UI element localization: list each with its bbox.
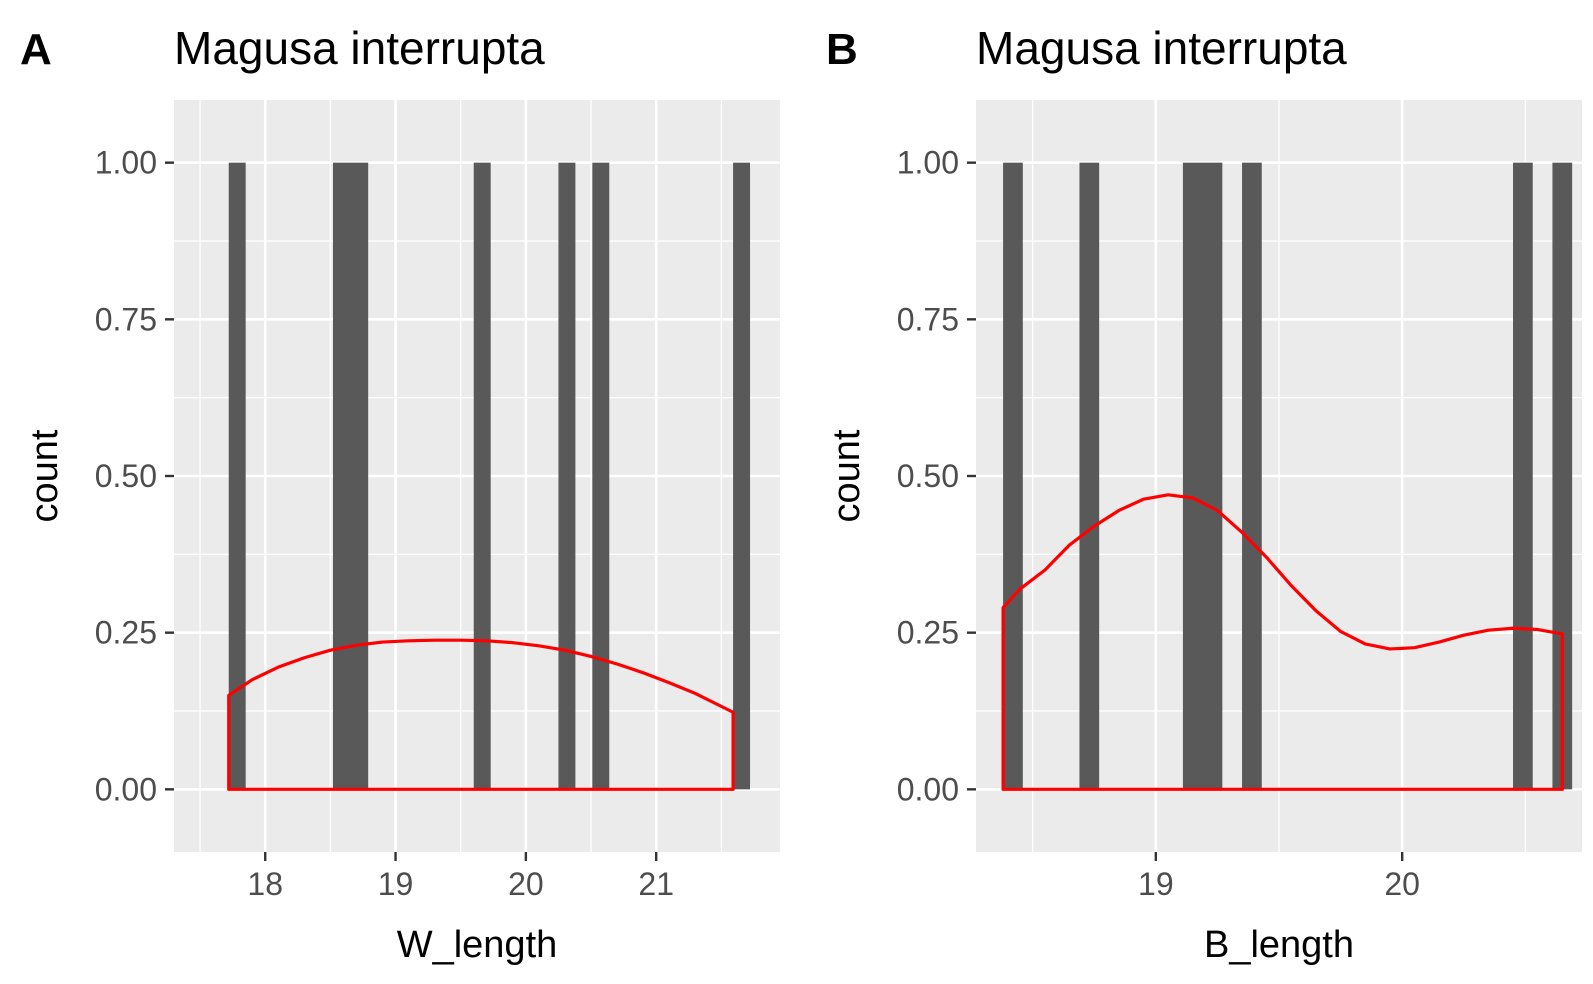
- y-axis-ticks: 0.00 0.25 0.50 0.75 1.00: [897, 145, 976, 807]
- panel-tag: A: [20, 25, 52, 74]
- y-tick-label: 0.75: [95, 301, 157, 337]
- x-axis-ticks: 19 20: [1138, 852, 1420, 902]
- panel-title: Magusa interrupta: [174, 22, 545, 74]
- y-tick-label: 0.25: [95, 615, 157, 651]
- histogram-bar: [1242, 162, 1262, 790]
- y-axis-title: count: [826, 429, 868, 522]
- panel-a: A Magusa interrupta 18 19 20 21 0.00 0.25 0.5…: [20, 22, 780, 966]
- density-lines: [1001, 493, 1564, 791]
- y-tick-label: 0.00: [897, 771, 959, 807]
- y-tick-label: 0.75: [897, 301, 959, 337]
- x-tick-label: 20: [1384, 866, 1420, 902]
- histogram-bar: [592, 162, 610, 790]
- y-tick-label: 0.50: [95, 458, 157, 494]
- y-axis-ticks: 0.00 0.25 0.50 0.75 1.00: [95, 145, 174, 807]
- x-axis-title: B_length: [1204, 924, 1354, 966]
- histogram-bar: [1182, 162, 1223, 790]
- x-tick-label: 19: [378, 866, 414, 902]
- histogram-bar: [473, 162, 491, 790]
- panel-tag: B: [826, 25, 858, 74]
- x-tick-label: 19: [1138, 866, 1174, 902]
- histogram-bar: [558, 162, 576, 790]
- y-tick-label: 1.00: [897, 145, 959, 181]
- histogram-bar: [332, 162, 369, 790]
- y-axis-title: count: [24, 429, 66, 522]
- histogram-bars: [228, 162, 751, 790]
- y-tick-label: 0.00: [95, 771, 157, 807]
- panel-b: B Magusa interrupta 19 20 0.000.250.500.7…: [826, 22, 1582, 966]
- histogram-bar: [1003, 162, 1023, 790]
- histogram-bar: [228, 162, 246, 790]
- x-axis-ticks: 18 19 20 21: [247, 852, 674, 902]
- histogram-bar: [1079, 162, 1100, 790]
- histogram-bar: [733, 162, 751, 790]
- x-tick-label: 21: [638, 866, 674, 902]
- panel-title: Magusa interrupta: [976, 22, 1347, 74]
- histogram-bar: [1513, 162, 1533, 790]
- density-line: [227, 638, 735, 791]
- density-lines: [227, 638, 735, 791]
- x-axis-title: W_length: [397, 924, 558, 966]
- x-tick-label: 20: [508, 866, 544, 902]
- y-tick-label: 0.50: [897, 458, 959, 494]
- density-line: [1001, 493, 1564, 791]
- y-tick-label: 0.25: [897, 615, 959, 651]
- x-tick-label: 18: [247, 866, 283, 902]
- y-tick-label: 1.00: [95, 145, 157, 181]
